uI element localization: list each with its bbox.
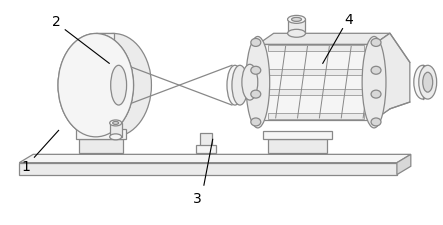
Bar bbox=[268, 139, 327, 153]
Ellipse shape bbox=[251, 90, 261, 98]
Ellipse shape bbox=[371, 90, 381, 98]
Ellipse shape bbox=[58, 34, 133, 137]
Ellipse shape bbox=[251, 66, 261, 74]
Ellipse shape bbox=[251, 118, 261, 126]
Bar bbox=[96, 34, 114, 137]
Ellipse shape bbox=[232, 65, 248, 105]
Polygon shape bbox=[19, 154, 411, 163]
Bar bbox=[196, 145, 216, 153]
Bar bbox=[268, 113, 364, 119]
Ellipse shape bbox=[251, 38, 261, 46]
Bar bbox=[76, 129, 126, 139]
Ellipse shape bbox=[227, 65, 243, 105]
Ellipse shape bbox=[110, 134, 122, 140]
Bar bbox=[263, 131, 332, 139]
Ellipse shape bbox=[116, 65, 132, 105]
Bar bbox=[268, 69, 364, 75]
Ellipse shape bbox=[419, 65, 437, 99]
Polygon shape bbox=[374, 33, 410, 120]
Ellipse shape bbox=[291, 17, 302, 21]
Polygon shape bbox=[19, 163, 397, 175]
Bar bbox=[200, 133, 212, 153]
Ellipse shape bbox=[76, 34, 152, 137]
Ellipse shape bbox=[371, 118, 381, 126]
Bar bbox=[258, 44, 374, 120]
Ellipse shape bbox=[288, 29, 306, 37]
Bar bbox=[268, 45, 364, 51]
Ellipse shape bbox=[423, 72, 433, 92]
Ellipse shape bbox=[371, 38, 381, 46]
Polygon shape bbox=[374, 33, 390, 120]
Ellipse shape bbox=[113, 122, 119, 124]
Ellipse shape bbox=[414, 65, 431, 99]
Polygon shape bbox=[397, 154, 411, 175]
Bar bbox=[110, 123, 122, 137]
Text: 3: 3 bbox=[193, 192, 202, 206]
Ellipse shape bbox=[246, 36, 270, 128]
Ellipse shape bbox=[362, 36, 386, 128]
Polygon shape bbox=[258, 33, 390, 44]
Ellipse shape bbox=[110, 120, 122, 126]
Ellipse shape bbox=[371, 66, 381, 74]
Ellipse shape bbox=[111, 65, 127, 105]
Ellipse shape bbox=[288, 15, 306, 23]
Ellipse shape bbox=[242, 64, 258, 100]
Text: 2: 2 bbox=[52, 15, 61, 29]
Text: 1: 1 bbox=[21, 160, 30, 174]
Bar bbox=[91, 55, 119, 115]
Text: 4: 4 bbox=[345, 13, 354, 27]
Ellipse shape bbox=[58, 34, 133, 137]
Bar bbox=[79, 139, 123, 153]
Bar bbox=[268, 89, 364, 95]
Bar bbox=[288, 19, 306, 33]
